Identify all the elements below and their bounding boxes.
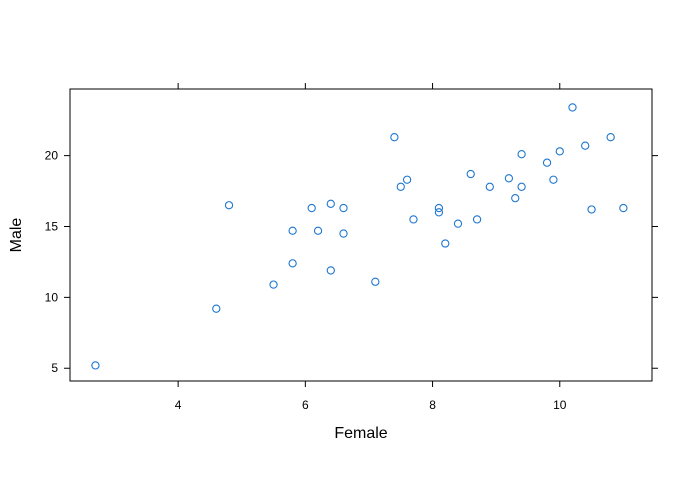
- data-point: [326, 266, 335, 275]
- data-point: [504, 174, 514, 183]
- data-point: [619, 203, 628, 213]
- data-point: [549, 175, 558, 184]
- data-point: [390, 133, 399, 142]
- data-point: [453, 219, 463, 228]
- data-point: [288, 259, 297, 268]
- x-tick-label: 10: [553, 398, 567, 412]
- data-point: [434, 203, 444, 213]
- data-point: [511, 193, 520, 203]
- y-tick-label: 10: [45, 290, 59, 304]
- data-point: [307, 203, 316, 213]
- data-point: [288, 226, 297, 235]
- y-tick-label: 20: [45, 149, 59, 163]
- data-point: [517, 182, 526, 191]
- data-point: [581, 141, 590, 150]
- data-point: [313, 226, 323, 235]
- data-point: [517, 150, 526, 159]
- data-point: [212, 304, 221, 313]
- axis-ticks: 4 6 8 10 5 10 15 20: [45, 83, 658, 412]
- x-axis-title: Female: [334, 425, 387, 442]
- y-tick-label: 5: [51, 361, 58, 375]
- data-point: [555, 147, 564, 156]
- x-tick-label: 4: [175, 398, 182, 412]
- data-point: [269, 280, 278, 289]
- data-point: [409, 215, 418, 224]
- y-tick-label: 15: [45, 219, 59, 233]
- y-axis-title: Male: [8, 218, 25, 253]
- data-points: [91, 103, 628, 370]
- data-point: [396, 182, 405, 191]
- data-point: [326, 199, 335, 208]
- data-point: [466, 169, 475, 179]
- data-point: [339, 229, 348, 238]
- data-point: [485, 182, 494, 191]
- data-point: [339, 203, 348, 213]
- data-point: [371, 277, 380, 286]
- data-point: [568, 103, 577, 112]
- x-tick-label: 6: [302, 398, 309, 412]
- data-point: [434, 208, 444, 217]
- data-point: [587, 205, 596, 214]
- data-point: [441, 239, 450, 248]
- data-point: [402, 175, 412, 184]
- plot-frame: [69, 88, 653, 382]
- x-tick-label: 8: [429, 398, 436, 412]
- data-point: [224, 201, 234, 210]
- data-point: [472, 215, 482, 224]
- data-point: [542, 158, 552, 167]
- data-point: [91, 361, 100, 370]
- data-point: [606, 133, 615, 142]
